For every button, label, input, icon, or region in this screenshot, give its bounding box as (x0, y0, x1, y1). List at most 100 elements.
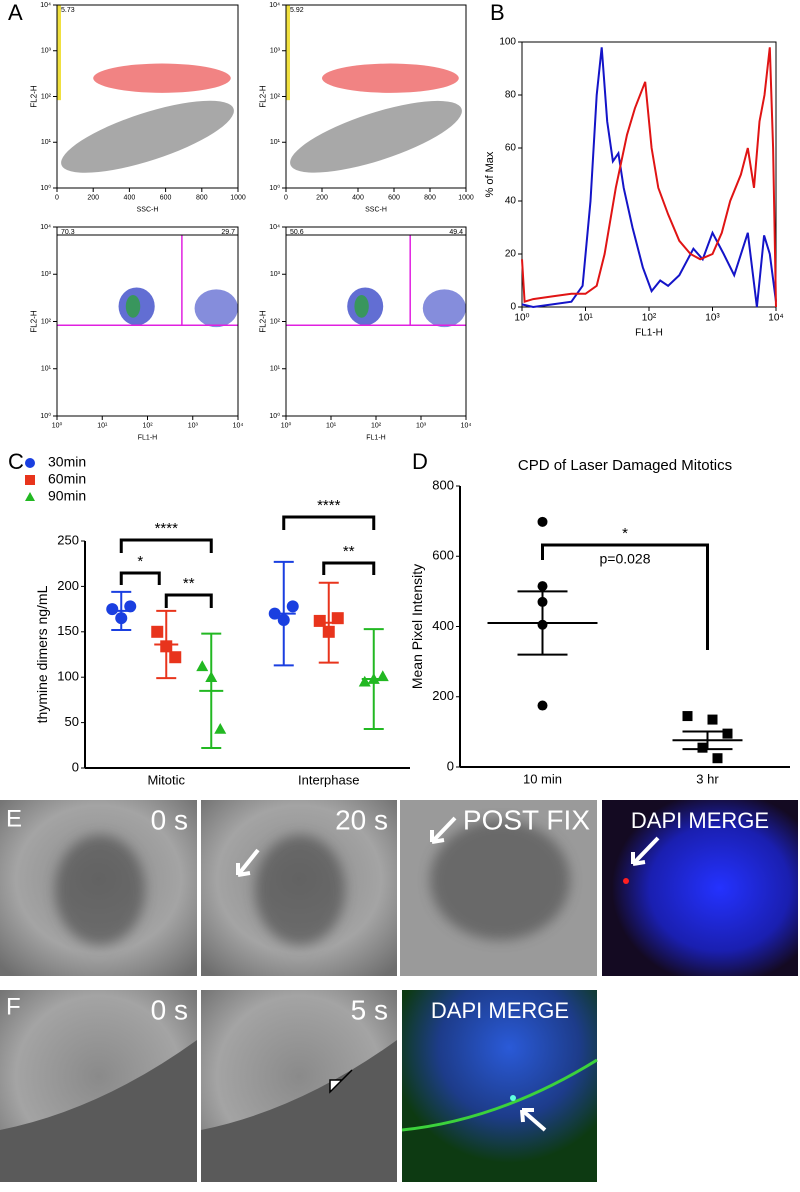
chart-title: CPD of Laser Damaged Mitotics (518, 457, 732, 474)
cell-edge (401, 1058, 598, 1132)
data-point (697, 742, 708, 753)
data-point (169, 651, 182, 664)
y-axis-label: Mean Pixel Intensity (409, 564, 425, 689)
y-tick-label: 10² (270, 318, 281, 325)
y-tick-label: 10² (41, 93, 52, 100)
x-tick-label: 400 (124, 194, 136, 201)
gate (57, 5, 61, 101)
significance-label: **** (317, 497, 341, 514)
p-value: p=0.028 (600, 551, 651, 567)
legend-label: 60min (48, 471, 86, 487)
x-tick-label: 600 (160, 194, 172, 201)
significance-label: ** (183, 575, 195, 592)
event-cloud (93, 63, 231, 93)
legend-label: 90min (48, 488, 86, 504)
y-axis-label: FL2-H (30, 85, 39, 107)
x-tick-label: 400 (352, 194, 364, 201)
x-tick-label: Mitotic (147, 772, 185, 787)
data-point (367, 673, 380, 684)
y-tick-label: 0 (510, 302, 516, 313)
y-tick-label: 10⁴ (269, 224, 280, 231)
data-point (682, 711, 693, 722)
y-tick-label: 150 (57, 623, 79, 638)
x-tick-label: 10⁰ (514, 313, 529, 324)
gate-percent: 5.73 (61, 7, 75, 14)
micrograph-label: DAPI MERGE (431, 998, 569, 1023)
data-point (331, 612, 344, 625)
significance-label: * (137, 553, 143, 570)
y-tick-label: 10³ (270, 48, 281, 55)
y-tick-label: 100 (499, 37, 516, 48)
x-tick-label: 1000 (230, 194, 246, 201)
gate-percent: 29.7 (221, 229, 235, 236)
event-cloud (322, 63, 459, 93)
y-tick-label: 10² (270, 93, 281, 100)
event-cloud (194, 289, 238, 328)
y-tick-label: 10¹ (41, 139, 52, 146)
y-tick-label: 50 (65, 714, 79, 729)
y-axis-label: % of Max (484, 151, 496, 197)
x-tick-label: 0 (284, 194, 288, 201)
data-point (214, 722, 227, 734)
data-point (277, 613, 290, 626)
series-line (521, 47, 777, 309)
gate-percent: 50.6 (290, 229, 304, 236)
y-tick-label: 10⁴ (269, 2, 280, 9)
x-tick-label: 10² (371, 422, 382, 429)
x-tick-label: Interphase (298, 772, 359, 787)
x-tick-label: 10⁴ (233, 422, 244, 429)
data-point (196, 660, 209, 672)
micrograph (602, 800, 798, 976)
data-point (268, 607, 281, 620)
arrow (520, 1108, 547, 1132)
legend-marker (25, 458, 35, 468)
y-tick-label: 200 (432, 688, 454, 703)
x-tick-label: 10¹ (326, 422, 337, 429)
x-tick-label: 10³ (705, 313, 720, 324)
x-axis-label: SSC-H (137, 207, 159, 214)
event-cloud (354, 295, 369, 318)
x-tick-label: 10⁰ (52, 421, 63, 429)
chromosomes (55, 820, 570, 945)
significance-bracket (119, 538, 213, 553)
data-point (537, 516, 548, 527)
x-tick-label: 10⁴ (461, 422, 472, 429)
series-line (521, 47, 777, 308)
y-tick-label: 0 (72, 759, 79, 774)
legend-label: 30min (48, 454, 86, 470)
significance-label: ** (343, 543, 355, 560)
data-point (537, 700, 548, 711)
data-point (537, 581, 548, 592)
y-tick-label: 80 (505, 90, 517, 101)
significance-bracket (541, 543, 709, 650)
data-point (106, 603, 119, 616)
data-point (537, 619, 548, 630)
x-tick-label: 600 (388, 194, 400, 201)
arrow (329, 1069, 353, 1094)
micrograph-label: POST FIX (463, 804, 590, 835)
significance-label: **** (155, 520, 179, 537)
x-tick-label: 0 (55, 194, 59, 201)
x-tick-label: 10¹ (97, 422, 108, 429)
x-tick-label: 800 (196, 194, 208, 201)
y-tick-label: 600 (432, 548, 454, 563)
x-tick-label: 10³ (416, 422, 427, 429)
data-point (151, 625, 164, 638)
y-axis-label: thymine dimers ng/mL (34, 585, 50, 723)
data-point (160, 640, 173, 653)
micrographs (0, 800, 798, 1182)
y-tick-label: 10³ (41, 271, 52, 278)
y-tick-label: 10² (41, 318, 52, 325)
y-tick-label: 10³ (270, 271, 281, 278)
y-axis-label: FL2-H (30, 310, 39, 332)
y-tick-label: 10³ (41, 48, 52, 55)
x-tick-label: 10 min (523, 771, 562, 786)
x-axis-label: SSC-H (365, 207, 387, 214)
gate (286, 5, 290, 101)
damage-spot (510, 1095, 516, 1101)
x-tick-label: 10¹ (578, 313, 593, 324)
x-axis-label: FL1-H (138, 435, 157, 442)
panel-label: B (490, 0, 505, 25)
data-point (313, 614, 326, 627)
